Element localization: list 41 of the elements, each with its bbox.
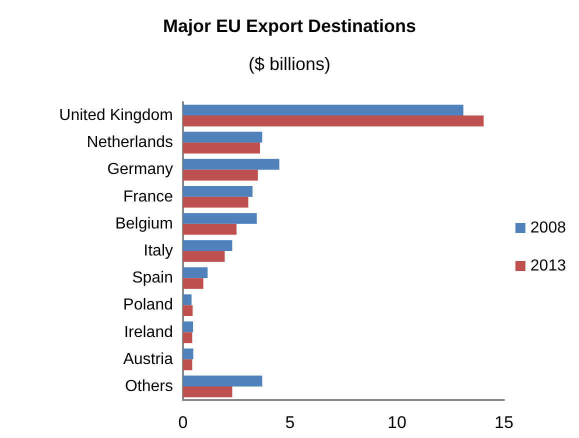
y-tick-label: France (123, 188, 174, 206)
bar (183, 294, 192, 306)
x-tick-label: 10 (388, 413, 406, 432)
bar (183, 240, 232, 251)
bar (183, 305, 193, 316)
y-tick-label: Netherlands (86, 134, 173, 152)
bar (183, 267, 208, 278)
bar (183, 386, 232, 398)
bar (183, 278, 204, 289)
bar (183, 213, 257, 224)
bar (183, 142, 260, 154)
bar (183, 196, 248, 208)
y-tick-label: Austria (123, 350, 174, 368)
y-tick-label: Belgium (115, 215, 173, 232)
y-tick-label: Ireland (124, 324, 173, 341)
x-tick-label: 0 (178, 413, 188, 432)
x-tick-label: 5 (285, 413, 295, 432)
chart-subtitle: ($ billions) (248, 54, 331, 74)
bar (183, 251, 225, 262)
bar (183, 348, 194, 360)
bar (183, 224, 236, 235)
legend-label: 2008 (530, 220, 566, 236)
bar (183, 104, 464, 116)
bar (183, 332, 192, 344)
y-tick-label: Spain (132, 270, 173, 287)
y-tick-label: Germany (107, 161, 173, 178)
chart-title: Major EU Export Destinations (162, 16, 416, 36)
bar (183, 116, 484, 126)
bar (183, 170, 258, 181)
y-tick-label: Poland (123, 296, 173, 314)
bar (183, 321, 194, 332)
bar (183, 158, 280, 170)
legend-label: 2013 (530, 258, 566, 274)
y-tick-label: Others (124, 378, 173, 395)
y-tick-label: Italy (144, 242, 173, 260)
bar (183, 186, 253, 197)
bar (183, 359, 192, 370)
bar (183, 132, 262, 143)
y-tick-label: United Kingdom (59, 107, 173, 124)
x-tick-label: 15 (494, 413, 514, 432)
bar (183, 376, 262, 386)
